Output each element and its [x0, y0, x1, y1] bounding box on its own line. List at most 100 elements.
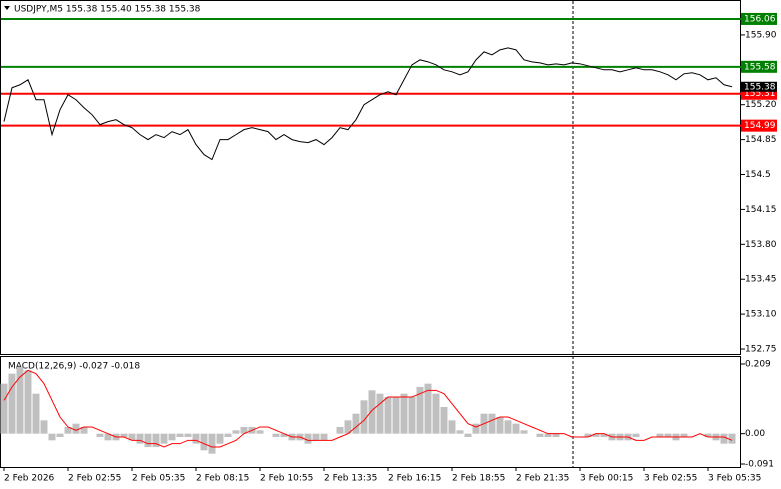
y-tick-label: 0.209 [745, 360, 771, 370]
x-tick-label: 2 Feb 21:35 [516, 474, 569, 484]
y-tick-label: 153.80 [745, 240, 777, 250]
x-tick-label: 3 Feb 00:15 [580, 474, 633, 484]
macd-bar [544, 433, 552, 437]
macd-bar [584, 433, 592, 437]
x-tick-label: 2 Feb 18:55 [452, 474, 505, 484]
macd-bar [0, 383, 8, 434]
macd-bar [456, 430, 464, 434]
macd-bar [312, 433, 320, 441]
y-tick-label: 153.10 [745, 310, 777, 320]
x-tick-label: 2 Feb 10:55 [260, 474, 313, 484]
macd-bar [56, 433, 64, 437]
level-label: 155.58 [744, 62, 776, 72]
macd-bar [136, 433, 144, 444]
level-label: 155.31 [744, 89, 776, 99]
macd-bar [728, 433, 736, 444]
price-line [3, 47, 733, 161]
y-tick-label: 154.85 [745, 135, 777, 145]
macd-bar [280, 433, 288, 437]
macd-bar [216, 433, 224, 444]
macd-bar [24, 370, 32, 434]
macd-bar [304, 433, 312, 444]
macd-bar [496, 417, 504, 434]
level-label: 154.99 [744, 121, 776, 131]
x-tick-label: 2 Feb 13:35 [324, 474, 377, 484]
macd-bar [256, 430, 264, 434]
macd-bar [200, 433, 208, 451]
macd-bar [440, 407, 448, 434]
signal-line [3, 369, 733, 448]
macd-bar [120, 433, 128, 437]
x-tick-label: 2 Feb 05:35 [132, 474, 185, 484]
macd-bar [224, 433, 232, 437]
macd-bar [448, 420, 456, 434]
macd-bar [208, 433, 216, 454]
macd-bar [320, 433, 328, 441]
level-label-box [741, 60, 777, 73]
macd-bar [360, 400, 368, 434]
macd-bar [400, 393, 408, 434]
x-tick-label: 2 Feb 08:15 [196, 474, 249, 484]
y-tick-label: 154.15 [745, 205, 777, 215]
macd-bar [504, 420, 512, 434]
macd-bar [656, 433, 664, 437]
macd-bar [552, 433, 560, 437]
macd-bar [512, 423, 520, 434]
x-tick-label: 2 Feb 02:55 [68, 474, 121, 484]
macd-bar [40, 420, 48, 434]
macd-bar [8, 373, 16, 434]
menu-arrow [4, 6, 10, 10]
macd-bar [16, 367, 24, 434]
macd-bar [720, 433, 728, 444]
macd-bar [184, 433, 192, 437]
macd-bar [416, 387, 424, 434]
macd-bar [80, 427, 88, 434]
x-tick-label: 2 Feb 2026 [4, 474, 55, 484]
y-tick-label: 152.75 [745, 345, 777, 355]
macd-bar [96, 433, 104, 437]
macd-bar [176, 433, 184, 437]
macd-bar [272, 433, 280, 437]
y-tick-label: 0.00 [745, 429, 765, 439]
macd-bar [632, 433, 640, 437]
y-tick-label: 154.5 [745, 170, 771, 180]
level-label-box [741, 12, 777, 25]
macd-bar [152, 433, 160, 447]
macd-bar [680, 433, 688, 437]
x-tick-label: 3 Feb 05:35 [708, 474, 761, 484]
macd-bar [384, 397, 392, 434]
y-tick-label: 155.20 [745, 100, 777, 110]
macd-bar [472, 423, 480, 434]
level-label: 156.06 [744, 14, 776, 24]
macd-bar [336, 427, 344, 434]
macd-bar [128, 433, 136, 441]
level-label-box [741, 119, 777, 132]
macd-bar [600, 433, 608, 437]
macd-bar [72, 423, 80, 434]
macd-bar [160, 433, 168, 444]
macd-bar [464, 433, 472, 437]
macd-bar [192, 433, 200, 444]
macd-bar [408, 397, 416, 434]
x-tick-label: 2 Feb 16:15 [388, 474, 441, 484]
macd-bar [592, 433, 600, 437]
macd-bar [392, 397, 400, 434]
macd-bar [232, 430, 240, 434]
macd-bar [488, 413, 496, 434]
macd-bar [240, 427, 248, 434]
last-price-label: 155.38 [744, 82, 776, 92]
last-price-box [741, 81, 777, 92]
macd-bar [536, 433, 544, 437]
macd-title: MACD(12,26,9) -0.027 -0.018 [8, 362, 140, 372]
macd-bar [48, 433, 56, 441]
macd-bar [344, 420, 352, 434]
y-tick-label: 153.45 [745, 275, 777, 285]
macd-bar [32, 393, 40, 434]
macd-bar [376, 393, 384, 434]
macd-bar [352, 413, 360, 434]
macd-bar [520, 430, 528, 434]
macd-bar [64, 427, 72, 434]
price-panel [0, 0, 741, 355]
macd-bar [168, 433, 176, 441]
